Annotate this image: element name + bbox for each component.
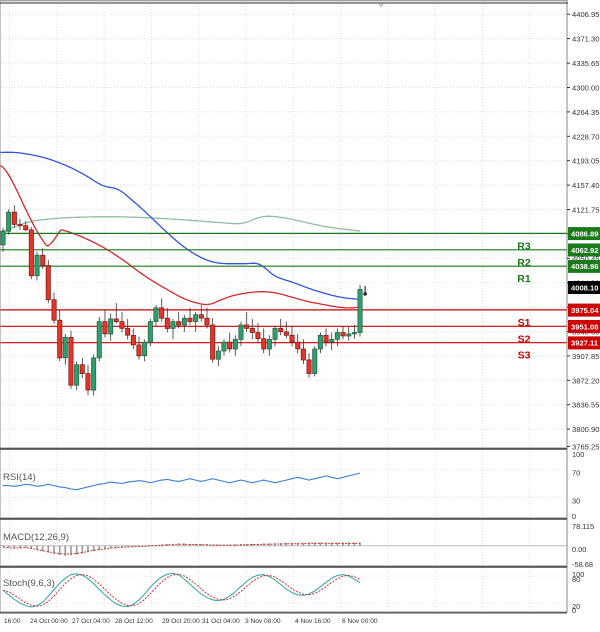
svg-text:4008.10: 4008.10 [571, 283, 598, 292]
svg-text:29 Oct 20:00: 29 Oct 20:00 [162, 618, 200, 625]
svg-text:3836.55: 3836.55 [572, 401, 599, 410]
svg-text:0.00: 0.00 [572, 545, 586, 554]
svg-text:-58.68: -58.68 [572, 560, 593, 569]
svg-text:3800.90: 3800.90 [572, 425, 599, 434]
svg-text:4121.75: 4121.75 [572, 206, 599, 215]
svg-text:80: 80 [572, 575, 580, 584]
svg-text:S1: S1 [518, 317, 531, 329]
svg-text:R3: R3 [517, 240, 531, 252]
svg-text:S3: S3 [518, 350, 531, 362]
svg-text:0: 0 [572, 606, 576, 615]
svg-text:27 Oct 04:00: 27 Oct 04:00 [72, 618, 110, 625]
svg-text:28 Oct 12:00: 28 Oct 12:00 [115, 618, 153, 625]
svg-text:4228.70: 4228.70 [572, 132, 599, 141]
svg-text:4038.96: 4038.96 [571, 262, 598, 271]
svg-text:Stoch(9,6,3): Stoch(9,6,3) [3, 578, 55, 589]
svg-text:4264.35: 4264.35 [572, 108, 599, 117]
svg-text:4335.65: 4335.65 [572, 59, 599, 68]
svg-text:4062.92: 4062.92 [571, 246, 598, 255]
svg-text:31 Oct 04:00: 31 Oct 04:00 [202, 618, 240, 625]
svg-text:4086.89: 4086.89 [571, 229, 598, 238]
svg-text:3 Nov 08:00: 3 Nov 08:00 [245, 618, 281, 625]
svg-text:MACD(12,26,9): MACD(12,26,9) [3, 532, 69, 543]
svg-text:3975.04: 3975.04 [571, 306, 599, 315]
svg-text:R1: R1 [517, 273, 531, 285]
svg-text:78.115: 78.115 [572, 522, 594, 531]
svg-text:6 Nov 00:00: 6 Nov 00:00 [342, 618, 378, 625]
svg-text:3872.20: 3872.20 [572, 376, 599, 385]
svg-text:3907.85: 3907.85 [572, 352, 599, 361]
svg-text:RSI(14): RSI(14) [3, 472, 36, 483]
svg-text:0: 0 [572, 512, 576, 521]
svg-text:4300.00: 4300.00 [572, 84, 599, 93]
svg-text:16:00: 16:00 [4, 618, 21, 625]
svg-text:3951.08: 3951.08 [571, 322, 598, 331]
svg-text:4193.05: 4193.05 [572, 157, 599, 166]
svg-text:4371.30: 4371.30 [572, 35, 599, 44]
svg-text:S2: S2 [518, 333, 531, 345]
svg-text:100: 100 [572, 450, 584, 459]
svg-text:70: 70 [572, 469, 580, 478]
svg-text:4406.95: 4406.95 [572, 10, 599, 19]
svg-text:3927.11: 3927.11 [571, 339, 599, 348]
svg-text:30: 30 [572, 496, 580, 505]
svg-text:24 Oct 00:00: 24 Oct 00:00 [30, 618, 68, 625]
svg-text:R2: R2 [517, 257, 531, 269]
svg-text:4 Nov 16:00: 4 Nov 16:00 [295, 618, 331, 625]
svg-text:4157.40: 4157.40 [572, 181, 599, 190]
